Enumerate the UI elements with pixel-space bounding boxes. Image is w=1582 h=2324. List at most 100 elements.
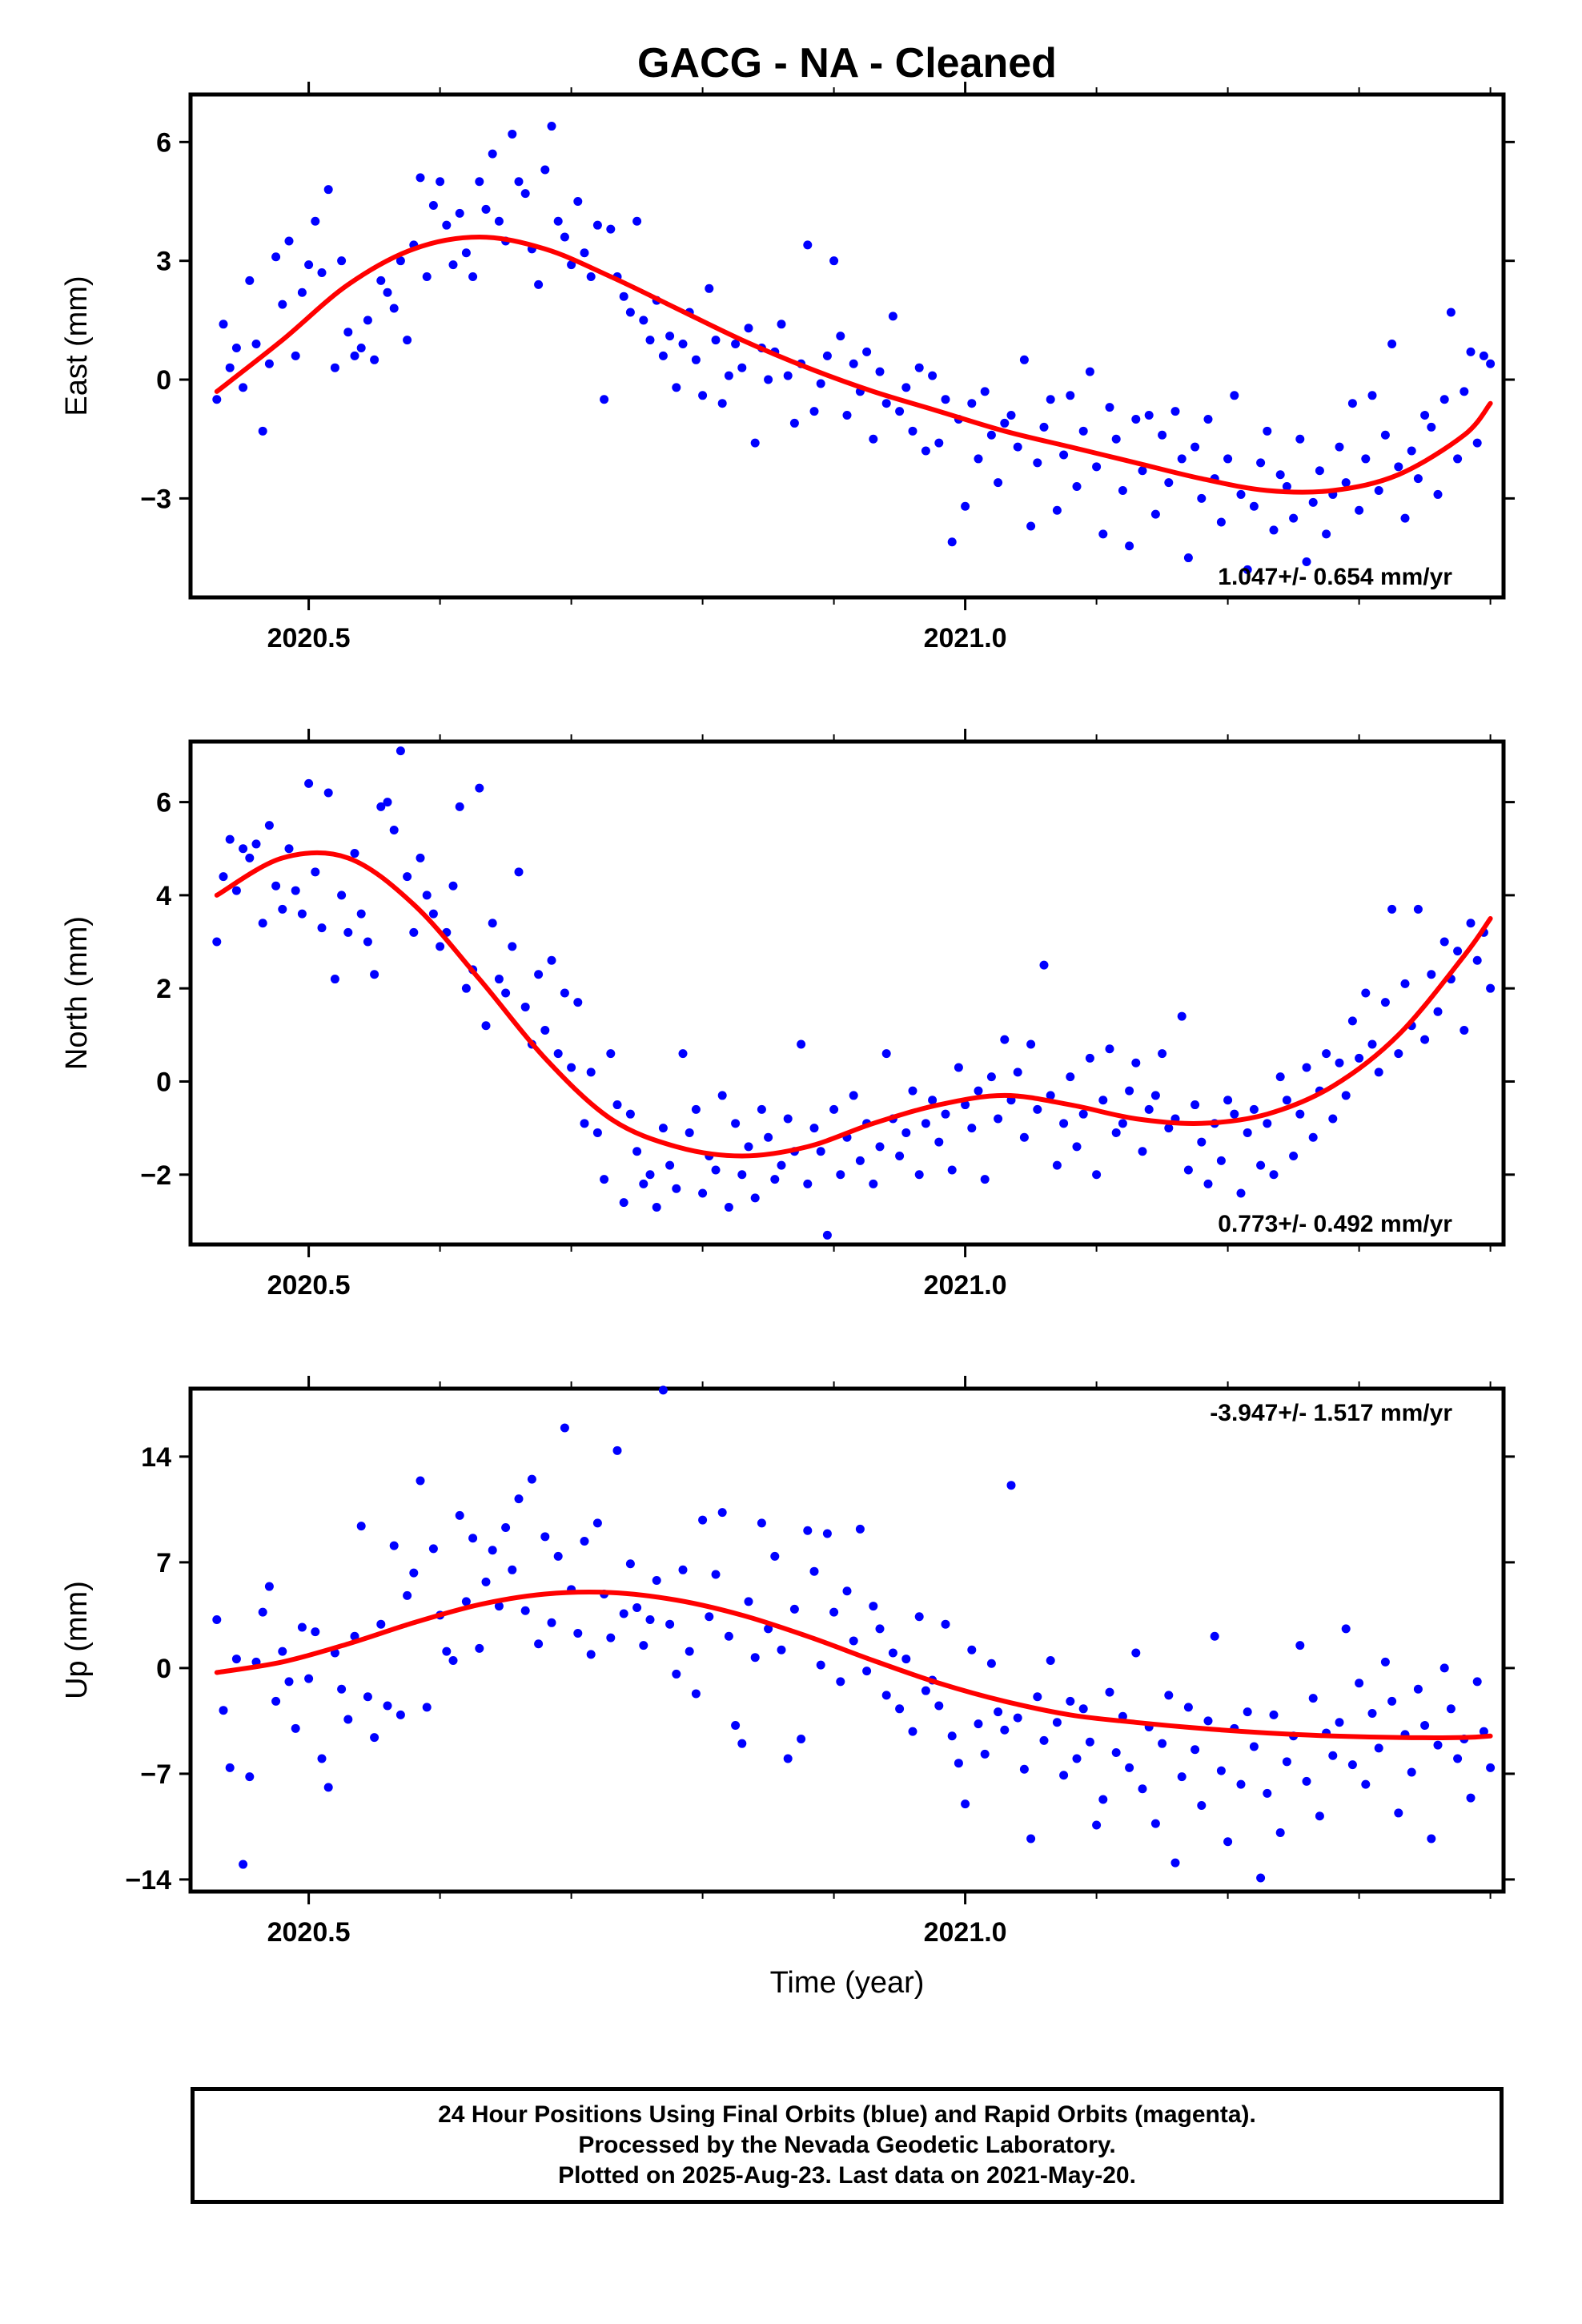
data-point bbox=[1466, 1793, 1476, 1803]
east-y-axis-label: East (mm) bbox=[60, 275, 94, 416]
data-point bbox=[1197, 1137, 1207, 1147]
data-point bbox=[1243, 565, 1252, 574]
data-point bbox=[1118, 1119, 1127, 1128]
east-ytick-label: −3 bbox=[140, 484, 171, 514]
data-point bbox=[600, 395, 609, 404]
data-point bbox=[737, 1739, 747, 1748]
data-point bbox=[567, 260, 576, 270]
data-point bbox=[1046, 1655, 1055, 1665]
data-point bbox=[383, 1701, 392, 1711]
north-plot-frame bbox=[188, 739, 1506, 1247]
north-ytick-label: 2 bbox=[156, 974, 171, 1004]
data-point bbox=[330, 975, 339, 984]
data-point bbox=[855, 1524, 865, 1534]
data-point bbox=[1150, 1091, 1160, 1100]
data-point bbox=[586, 1068, 596, 1077]
data-point bbox=[1118, 485, 1127, 495]
data-point bbox=[1439, 395, 1449, 404]
up-xtick-label: 2021.0 bbox=[924, 1917, 1007, 1948]
data-point bbox=[231, 343, 241, 352]
data-point bbox=[698, 391, 708, 400]
data-point bbox=[678, 1565, 688, 1574]
data-point bbox=[1223, 1096, 1233, 1105]
data-point bbox=[1439, 937, 1449, 947]
data-point bbox=[685, 1647, 694, 1656]
data-point bbox=[1453, 947, 1463, 956]
data-point bbox=[1111, 434, 1121, 444]
data-point bbox=[1046, 1091, 1055, 1100]
data-point bbox=[934, 438, 944, 448]
chart-title: GACG - NA - Cleaned bbox=[637, 40, 1057, 86]
data-point bbox=[809, 1124, 819, 1133]
data-point bbox=[1059, 450, 1069, 460]
data-point bbox=[1197, 493, 1207, 503]
north-panel: 6 4 2 0 −2 2020.5 2021.0 North (mm) 0.773+/- 0.4… bbox=[60, 729, 1515, 1301]
data-point bbox=[717, 1508, 727, 1518]
data-point bbox=[520, 1606, 530, 1615]
data-point bbox=[1092, 1170, 1102, 1180]
data-point bbox=[1479, 351, 1488, 360]
data-point bbox=[1191, 1745, 1200, 1755]
data-point bbox=[514, 867, 524, 877]
data-point bbox=[1059, 1771, 1069, 1780]
data-point bbox=[540, 165, 550, 175]
up-xtick-label: 2020.5 bbox=[267, 1917, 351, 1948]
up-ytick-label: −14 bbox=[125, 1865, 171, 1896]
data-point bbox=[1315, 466, 1324, 476]
data-point bbox=[744, 1142, 753, 1152]
data-point bbox=[901, 1655, 911, 1664]
data-point bbox=[271, 881, 281, 891]
data-point bbox=[625, 1109, 635, 1119]
data-point bbox=[705, 1612, 714, 1622]
east-ytick-label: 3 bbox=[156, 247, 171, 277]
data-point bbox=[744, 324, 753, 333]
east-plot-frame bbox=[188, 92, 1506, 600]
data-point bbox=[1472, 955, 1482, 965]
data-point bbox=[403, 1590, 412, 1600]
data-point bbox=[323, 1783, 333, 1792]
data-point bbox=[428, 909, 438, 919]
data-point bbox=[225, 1763, 235, 1772]
data-point bbox=[1427, 970, 1436, 979]
data-point bbox=[1177, 1772, 1186, 1782]
data-point bbox=[1427, 1834, 1436, 1844]
data-point bbox=[1013, 1068, 1022, 1077]
data-point bbox=[212, 395, 222, 404]
data-point bbox=[672, 383, 681, 392]
data-point bbox=[1066, 1072, 1075, 1082]
data-point bbox=[311, 216, 320, 226]
data-point bbox=[1269, 1170, 1279, 1180]
data-point bbox=[534, 970, 544, 979]
data-point bbox=[508, 1565, 517, 1574]
data-point bbox=[1131, 414, 1141, 424]
data-point bbox=[1144, 411, 1154, 420]
data-point bbox=[409, 1568, 419, 1578]
data-point bbox=[875, 367, 885, 376]
data-point bbox=[986, 430, 996, 440]
data-point bbox=[921, 1119, 930, 1128]
data-point bbox=[678, 340, 688, 349]
data-point bbox=[921, 446, 930, 456]
data-point bbox=[803, 1526, 813, 1535]
data-point bbox=[914, 1612, 924, 1622]
data-point bbox=[1052, 1160, 1062, 1170]
data-point bbox=[731, 1721, 741, 1731]
data-point bbox=[672, 1184, 681, 1193]
data-point bbox=[954, 1759, 963, 1768]
data-point bbox=[1249, 1104, 1259, 1114]
data-point bbox=[980, 387, 990, 396]
data-point bbox=[1460, 1026, 1469, 1035]
data-point bbox=[494, 975, 504, 984]
data-point bbox=[1183, 1703, 1193, 1712]
data-point bbox=[1078, 1704, 1088, 1714]
data-point bbox=[974, 1086, 983, 1096]
data-point bbox=[461, 248, 471, 258]
data-point bbox=[284, 236, 294, 246]
data-point bbox=[1486, 359, 1496, 368]
data-point bbox=[1026, 1834, 1036, 1844]
data-point bbox=[986, 1659, 996, 1668]
data-point bbox=[580, 1536, 589, 1546]
data-point bbox=[1361, 454, 1371, 464]
data-point bbox=[264, 1582, 274, 1591]
